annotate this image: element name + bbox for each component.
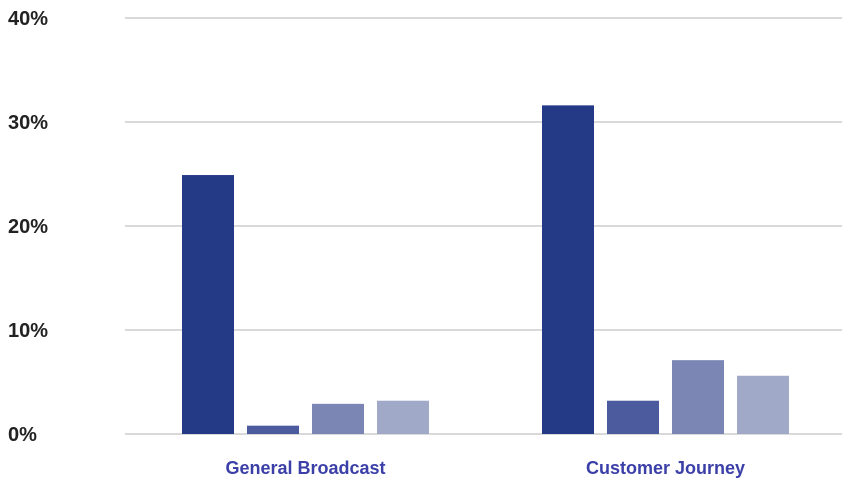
category-label: General Broadcast — [225, 458, 385, 478]
category-label: Customer Journey — [586, 458, 745, 478]
y-tick-label: 20% — [8, 216, 48, 238]
bar — [247, 425, 299, 434]
bar — [672, 360, 724, 434]
y-tick-label: 10% — [8, 320, 48, 342]
y-axis-tick-labels: 0% 10% 20% 30% 40% — [8, 8, 48, 446]
y-tick-label: 40% — [8, 8, 48, 30]
bar — [607, 400, 659, 434]
y-tick-label: 0% — [8, 424, 37, 446]
bars — [182, 105, 789, 435]
bar — [312, 403, 364, 434]
bar — [182, 175, 234, 435]
y-tick-label: 30% — [8, 112, 48, 134]
bar — [377, 400, 429, 434]
bar — [542, 105, 594, 435]
bar — [737, 375, 789, 434]
category-labels: General Broadcast Customer Journey — [225, 458, 745, 478]
